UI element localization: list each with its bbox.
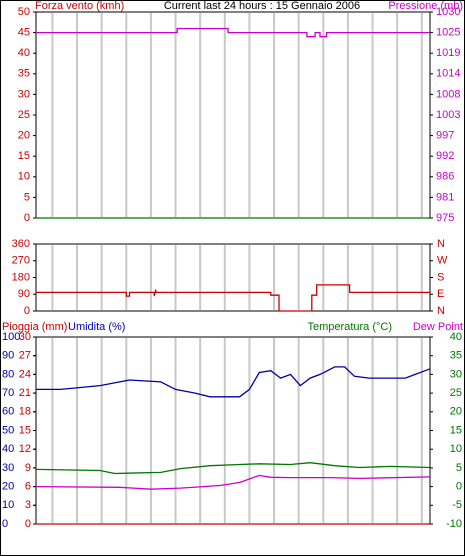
y-tick-label: 20 xyxy=(2,481,14,493)
y-tick-label: 1025 xyxy=(436,27,460,39)
y-tick-label: 1008 xyxy=(436,88,460,100)
y-tick-label: 30 xyxy=(2,462,14,474)
y-tick-label: 35 xyxy=(18,68,30,80)
y-tick-label: 50 xyxy=(18,6,30,18)
y-tick-label: 0 xyxy=(25,518,31,530)
y-tick-label: 0 xyxy=(456,481,462,493)
y-tick-label: 975 xyxy=(436,212,454,224)
y-tick-label: 80 xyxy=(2,368,14,380)
y-tick-label: 10 xyxy=(450,443,462,455)
series-line xyxy=(36,366,431,398)
series-line xyxy=(36,284,430,312)
y-tick-label: 15 xyxy=(19,424,31,436)
y-tick-label: 24 xyxy=(19,368,31,380)
y-tick-label: 27 xyxy=(19,350,31,362)
y-tick-label: E xyxy=(437,288,444,300)
y-tick-label: 25 xyxy=(18,109,30,121)
y-tick-label: 40 xyxy=(450,331,462,343)
y-tick-label: 270 xyxy=(12,255,30,267)
y-tick-label: 0 xyxy=(24,305,30,317)
y-tick-label: 992 xyxy=(436,150,454,162)
y-tick-label: 1003 xyxy=(436,109,460,121)
axis-label: Temperatura (°C) xyxy=(308,321,392,333)
axis-label: Pioggia (mm) xyxy=(2,321,67,333)
y-tick-label: 360 xyxy=(12,238,30,250)
y-tick-label: 18 xyxy=(19,406,31,418)
plot-area xyxy=(35,243,431,312)
y-tick-label: 25 xyxy=(450,387,462,399)
y-tick-label: 1030 xyxy=(436,6,460,18)
y-tick-label: 10 xyxy=(2,499,14,511)
y-tick-label: 5 xyxy=(456,462,462,474)
y-tick-label: 986 xyxy=(436,171,454,183)
y-tick-label: -10 xyxy=(446,518,462,530)
series-line xyxy=(36,27,430,38)
y-tick-label: 997 xyxy=(436,130,454,142)
y-tick-label: 0 xyxy=(24,212,30,224)
y-tick-label: 0 xyxy=(2,518,8,530)
axis-label: Pressione (mb) xyxy=(388,0,463,12)
axis-label: Forza vento (kmh) xyxy=(35,0,124,12)
y-tick-label: 3 xyxy=(25,499,31,511)
plot-area xyxy=(35,11,431,219)
y-tick-label: 20 xyxy=(450,406,462,418)
y-tick-label: 12 xyxy=(19,443,31,455)
y-tick-label: 40 xyxy=(2,443,14,455)
y-tick-label: S xyxy=(437,271,444,283)
y-tick-label: 180 xyxy=(12,271,30,283)
axis-label: Umidita (%) xyxy=(68,321,125,333)
y-tick-label: 9 xyxy=(25,462,31,474)
y-tick-label: 70 xyxy=(2,387,14,399)
y-tick-label: 40 xyxy=(18,47,30,59)
y-tick-label: 1019 xyxy=(436,47,460,59)
y-tick-label: 30 xyxy=(18,88,30,100)
y-tick-label: -5 xyxy=(452,499,462,511)
y-tick-label: 15 xyxy=(450,424,462,436)
plot-area xyxy=(35,336,431,525)
y-tick-label: 90 xyxy=(18,288,30,300)
series-line xyxy=(35,474,431,490)
y-tick-label: 20 xyxy=(18,130,30,142)
series-line xyxy=(35,462,431,475)
y-tick-label: 100 xyxy=(2,331,20,343)
y-tick-label: 45 xyxy=(18,27,30,39)
legend-entry: Dew Point xyxy=(413,321,463,333)
y-tick-label: 60 xyxy=(2,406,14,418)
y-tick-label: N xyxy=(437,305,445,317)
y-tick-label: 10 xyxy=(18,171,30,183)
chart-title: Current last 24 hours : 15 Gennaio 2006 xyxy=(164,0,360,12)
y-tick-label: 35 xyxy=(450,350,462,362)
y-tick-label: 6 xyxy=(25,481,31,493)
y-tick-label: 90 xyxy=(2,350,14,362)
y-tick-label: 1014 xyxy=(436,68,460,80)
y-tick-label: 21 xyxy=(19,387,31,399)
y-tick-label: 50 xyxy=(2,424,14,436)
y-tick-label: 981 xyxy=(436,191,454,203)
y-tick-label: 30 xyxy=(450,368,462,380)
y-tick-label: 30 xyxy=(19,331,31,343)
y-tick-label: 15 xyxy=(18,150,30,162)
y-tick-label: W xyxy=(437,255,448,267)
y-tick-label: 5 xyxy=(24,191,30,203)
y-tick-label: N xyxy=(437,238,445,250)
